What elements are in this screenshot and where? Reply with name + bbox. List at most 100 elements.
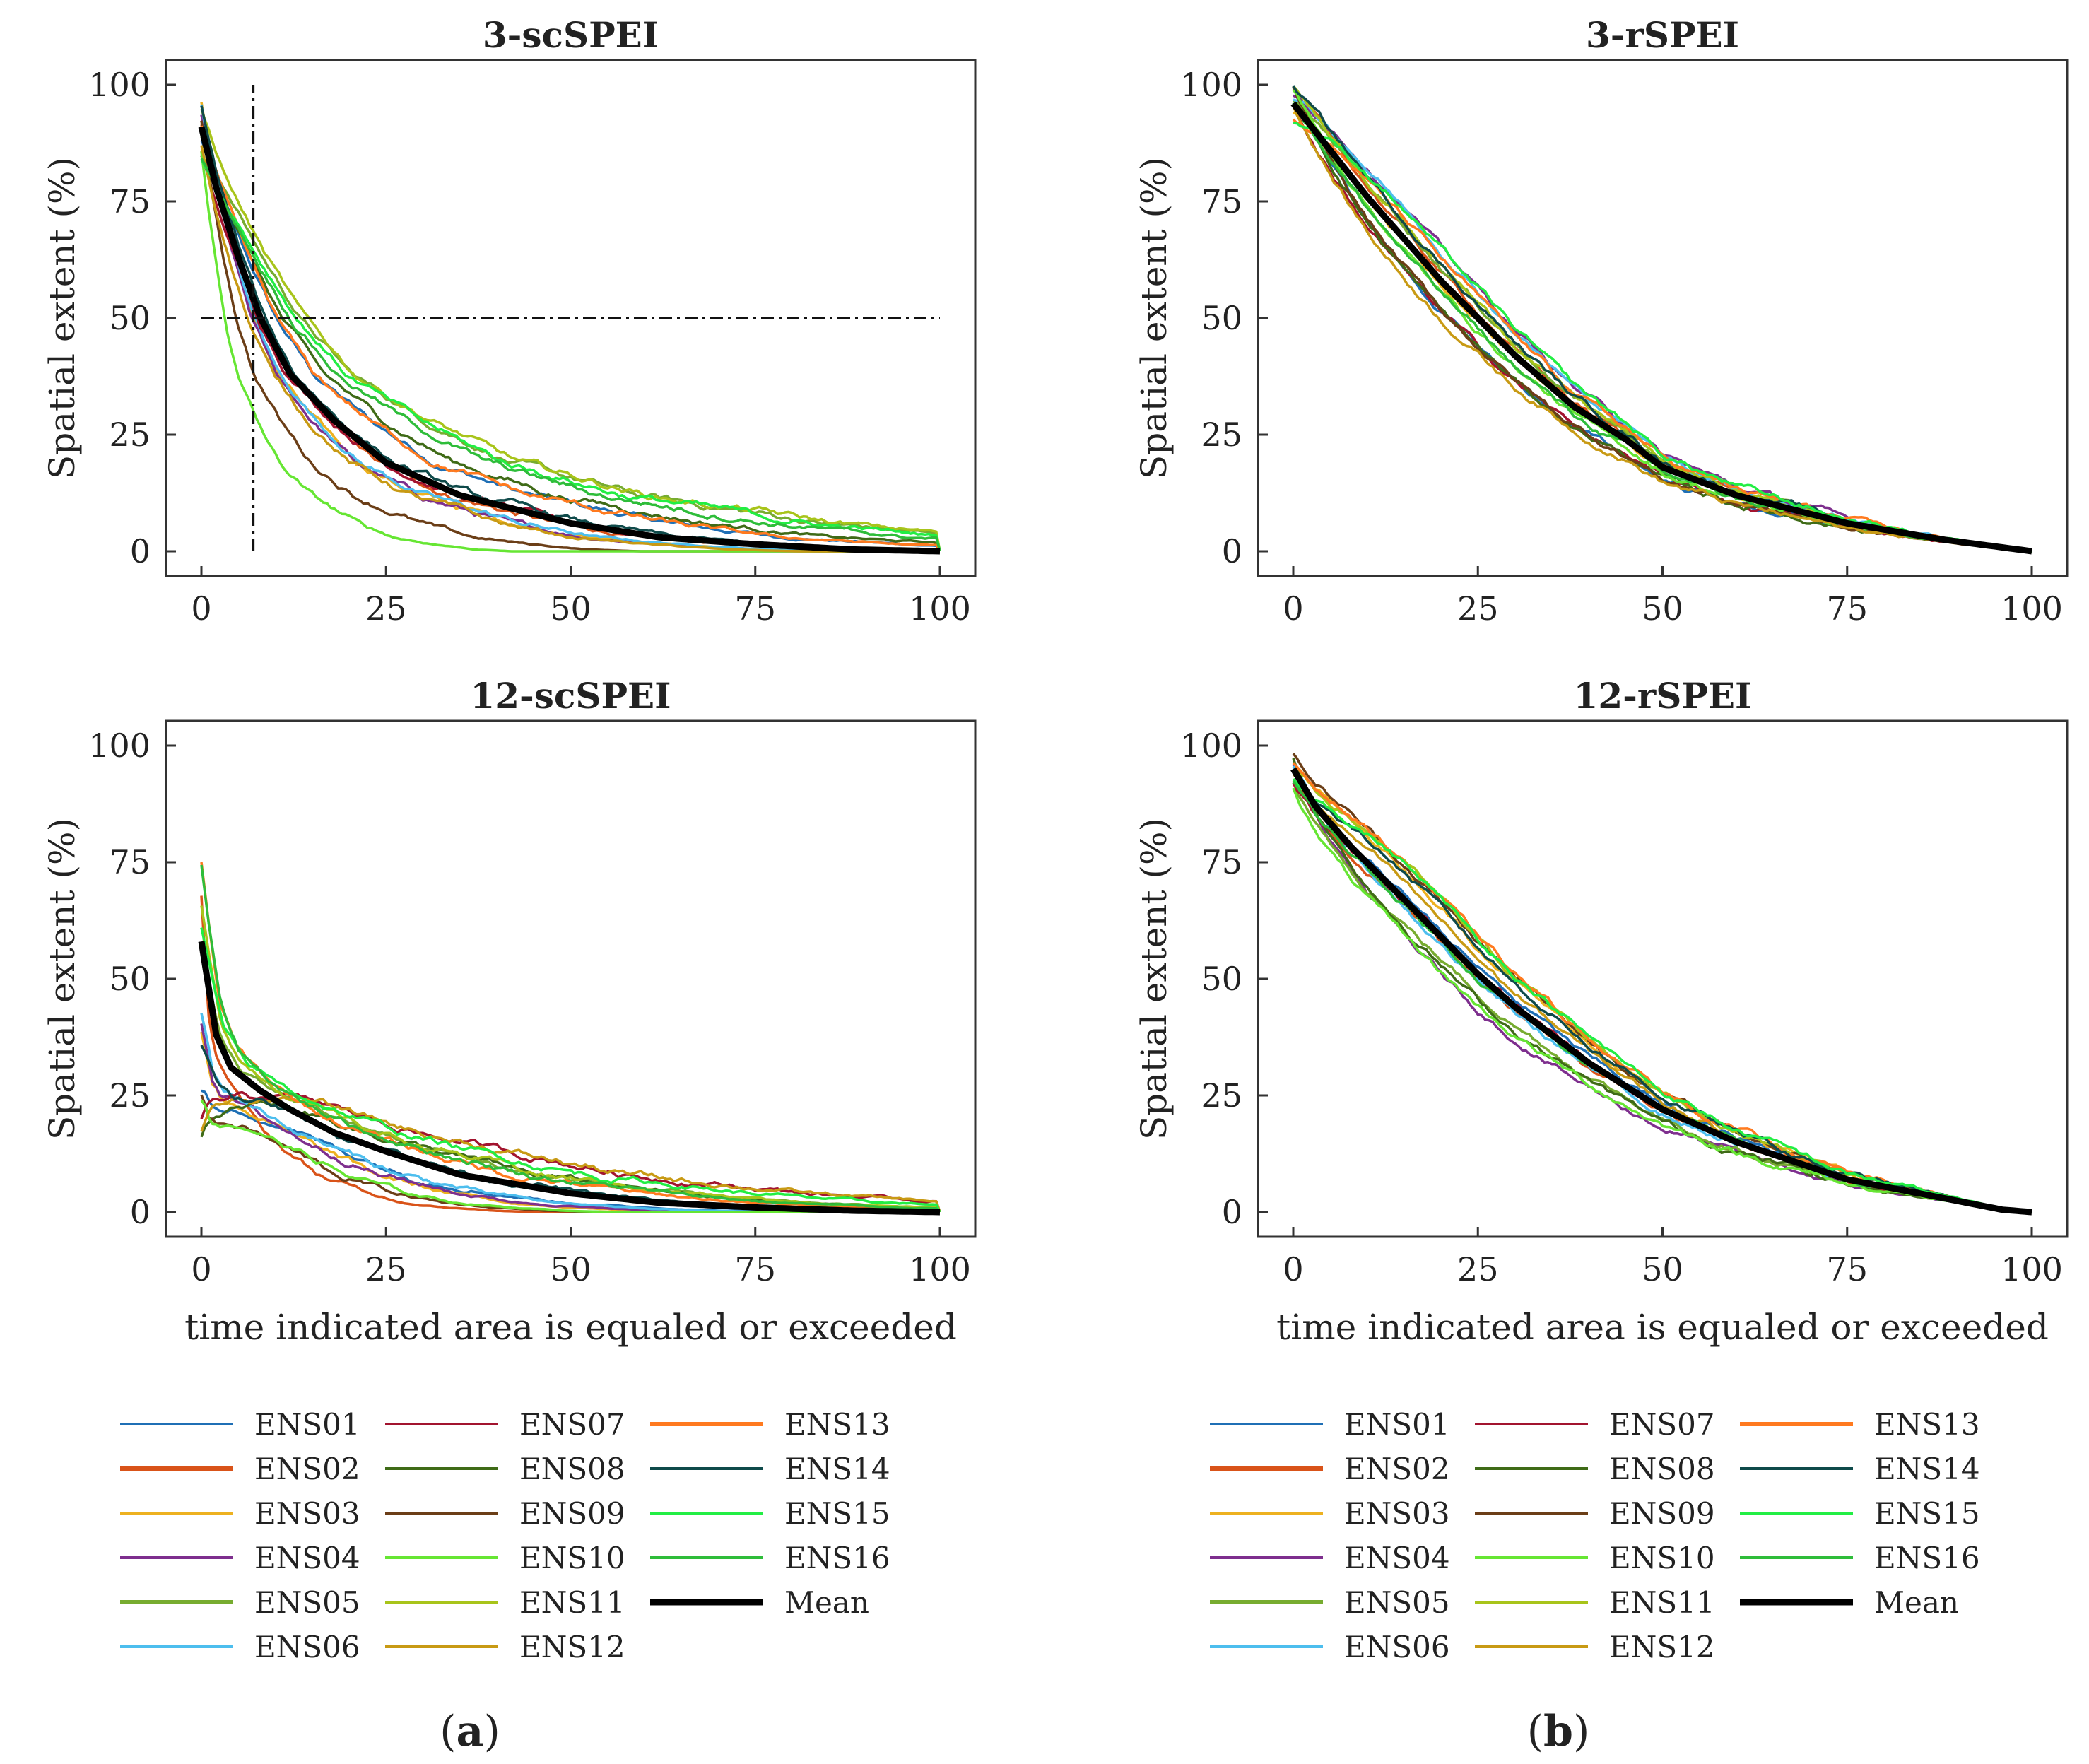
x-tick-label: 0 — [191, 589, 211, 628]
x-tick-label: 75 — [734, 589, 776, 628]
legend-label: ENS01 — [1344, 1407, 1450, 1442]
series-line-ens13 — [1292, 118, 2032, 553]
series-line-ens10 — [200, 151, 940, 553]
series-line-ens11 — [200, 108, 941, 552]
series-line-mean — [198, 126, 941, 555]
series-line-mean — [198, 941, 941, 1216]
y-tick-label: 50 — [1201, 299, 1242, 337]
y-tick-label: 100 — [88, 66, 151, 104]
panel-12-rspei: 0 25 50 75 100 0 25 50 75 100 12-rSPEI Spatial exte… — [1134, 675, 2069, 1348]
legend-label: ENS08 — [519, 1452, 625, 1486]
panel-3-scspei: 0 25 50 75 100 0 25 50 75 100 3-scSPEI Spatial exte… — [42, 14, 977, 628]
y-tick-label: 0 — [1222, 1193, 1242, 1231]
y-tick-label: 0 — [130, 532, 151, 570]
x-tick-label: 0 — [1283, 589, 1303, 628]
legend-label: ENS13 — [784, 1407, 890, 1442]
series-line-ens14 — [200, 1045, 941, 1213]
series-line-ens08 — [200, 136, 941, 552]
series-line-ens15 — [200, 158, 941, 552]
y-tick-label: 25 — [1201, 416, 1242, 454]
series-line-mean — [1290, 101, 2032, 555]
series-line-ens01 — [1292, 781, 2032, 1213]
series-line-ens15 — [1292, 777, 2032, 1213]
legend-label: ENS16 — [784, 1541, 890, 1575]
series-line-ens05 — [1293, 100, 2032, 553]
legend-label: ENS08 — [1609, 1452, 1715, 1486]
y-tick-label: 0 — [130, 1193, 151, 1231]
legend-label: ENS13 — [1874, 1407, 1980, 1442]
legend-label: ENS12 — [1609, 1630, 1715, 1664]
y-tick-label: 50 — [109, 299, 151, 337]
y-tick-label: 0 — [1222, 532, 1242, 570]
legend-label: ENS10 — [1609, 1541, 1715, 1575]
x-tick-label: 25 — [365, 1250, 407, 1288]
series-line-ens14 — [1292, 771, 2032, 1213]
legend-label: ENS07 — [519, 1407, 625, 1442]
y-axis-label: Spatial extent (%) — [42, 157, 83, 479]
panel-label-a: (a) — [440, 1707, 500, 1756]
y-tick-label: 25 — [109, 1076, 151, 1115]
legend-label: ENS09 — [519, 1496, 625, 1531]
series-line-mean — [1290, 767, 2032, 1216]
legend-label: ENS05 — [254, 1585, 360, 1620]
x-tick-label: 100 — [909, 1250, 971, 1288]
plot-frame — [165, 719, 977, 1238]
legend-label: ENS06 — [254, 1630, 360, 1664]
x-tick-label: 25 — [365, 589, 407, 628]
x-tick-label: 75 — [1826, 589, 1868, 628]
legend-label: ENS03 — [1344, 1496, 1450, 1531]
legend-label: ENS05 — [1344, 1585, 1450, 1620]
legend-label: ENS02 — [254, 1452, 360, 1486]
legend-label: ENS15 — [784, 1496, 890, 1531]
legend-label: ENS06 — [1344, 1630, 1450, 1664]
series-line-ens09 — [1292, 753, 2032, 1213]
legend-label: ENS03 — [254, 1496, 360, 1531]
chart-title: 12-rSPEI — [1574, 675, 1752, 717]
panel-3-rspei: 0 25 50 75 100 0 25 50 75 100 3-rSPEI Spatial exten… — [1134, 14, 2069, 628]
series-line-ens05 — [200, 950, 941, 1213]
series-line-ens08 — [1292, 758, 2032, 1213]
series-line-ens12 — [1292, 773, 2032, 1213]
legend-label: ENS09 — [1609, 1496, 1715, 1531]
x-tick-label: 100 — [2001, 589, 2063, 628]
x-tick-label: 0 — [1283, 1250, 1303, 1288]
chart-title: 3-rSPEI — [1586, 14, 1739, 56]
chart-title: 12-scSPEI — [470, 675, 671, 717]
y-tick-label: 50 — [1201, 960, 1242, 998]
x-tick-label: 100 — [2001, 1250, 2063, 1288]
series-line-ens15 — [1293, 122, 2032, 553]
series-line-ens07 — [1292, 105, 2032, 553]
series-line-ens12 — [200, 1096, 941, 1213]
series-line-ens03 — [1293, 111, 2032, 553]
series-line-ens12 — [1292, 105, 2032, 553]
series-line-ens05 — [1292, 788, 2032, 1213]
legend-label: ENS02 — [1344, 1452, 1450, 1486]
series-line-ens16 — [1292, 102, 2032, 553]
y-axis-label: Spatial extent (%) — [42, 818, 83, 1140]
legend-label: Mean — [784, 1585, 869, 1620]
x-tick-label: 100 — [909, 589, 971, 628]
y-tick-label: 100 — [1180, 727, 1242, 765]
series-line-ens05 — [200, 134, 941, 552]
y-tick-label: 100 — [1180, 66, 1242, 104]
series-line-ens02 — [1292, 780, 2032, 1213]
y-tick-label: 100 — [88, 727, 151, 765]
y-tick-label: 75 — [109, 182, 151, 220]
legend-label: Mean — [1874, 1585, 1959, 1620]
legend-label: ENS04 — [1344, 1541, 1450, 1575]
series-line-ens16 — [200, 864, 941, 1213]
panel-label-b: (b) — [1527, 1707, 1590, 1756]
plot-frame — [1257, 719, 2069, 1238]
series-line-ens13 — [1292, 762, 2032, 1213]
y-tick-label: 50 — [109, 960, 151, 998]
legend-label: ENS16 — [1874, 1541, 1980, 1575]
x-axis-label: time indicated area is equaled or exceed… — [184, 1307, 957, 1348]
y-axis-label: Spatial extent (%) — [1134, 157, 1175, 479]
series-line-ens11 — [1293, 769, 2032, 1213]
series-line-ens16 — [1292, 780, 2032, 1213]
series-line-ens15 — [200, 927, 941, 1213]
legend-label: ENS14 — [784, 1452, 890, 1486]
legend-label: ENS01 — [254, 1407, 360, 1442]
y-axis-label: Spatial extent (%) — [1134, 818, 1175, 1140]
legend-b: ENS01 ENS02 ENS03 ENS04 ENS05 ENS06 ENS07 ENS08… — [1210, 1407, 1980, 1664]
